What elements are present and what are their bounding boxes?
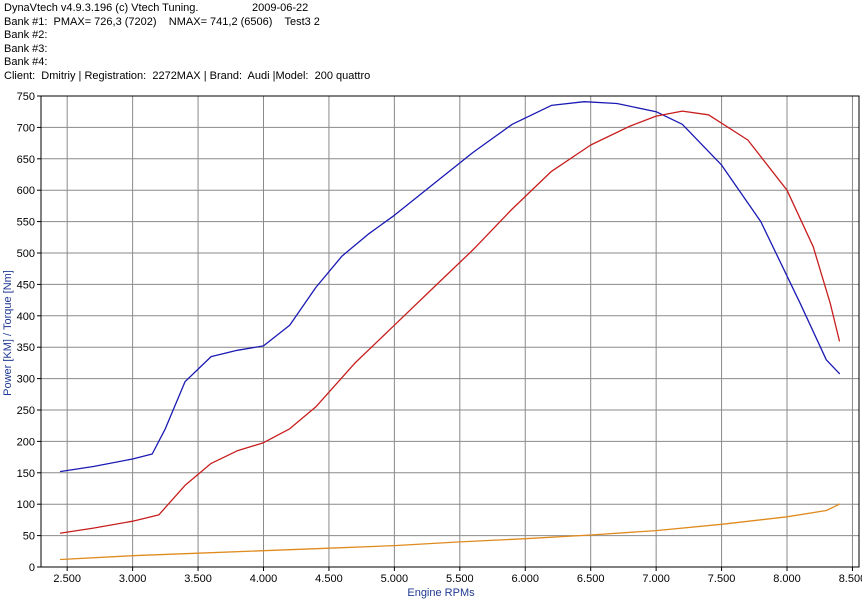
power-line [59, 110, 841, 534]
x-tick-label: 6.000 [511, 573, 539, 585]
client-info: Client: Dmitriy | Registration: 2272MAX … [4, 69, 371, 82]
grid-lines [41, 95, 859, 568]
test-date: 2009-06-22 [252, 2, 309, 14]
loss-line [59, 503, 841, 561]
y-tick-label: 750 [17, 91, 35, 103]
y-tick-label: 300 [17, 374, 35, 386]
y-tick-label: 400 [17, 311, 35, 323]
plot-frame [37, 95, 860, 571]
y-tick-label: 0 [29, 562, 35, 574]
y-tick-label: 250 [17, 405, 35, 417]
series-lines [59, 101, 841, 561]
x-axis-title: Engine RPMs [407, 587, 475, 599]
y-tick-label: 450 [17, 279, 35, 291]
y-tick-label: 100 [17, 499, 35, 511]
plot-area [41, 96, 859, 567]
y-tick-labels: 0 50 100 150 200 250 300 350 400 450 500 550 600 650 7… [17, 91, 35, 574]
y-tick-label: 550 [17, 217, 35, 229]
bank4-info: Bank #4: [4, 56, 48, 68]
y-tick-label: 50 [23, 531, 35, 543]
bank2-info: Bank #2: [4, 29, 48, 41]
x-tick-label: 8.500 [839, 573, 862, 585]
y-tick-label: 650 [17, 154, 35, 166]
y-tick-label: 200 [17, 436, 35, 448]
x-tick-label: 4.500 [315, 573, 343, 585]
x-tick-label: 5.000 [381, 573, 409, 585]
y-tick-label: 600 [17, 185, 35, 197]
x-tick-label: 2.500 [53, 573, 81, 585]
y-tick-label: 500 [17, 248, 35, 260]
x-tick-labels: 2.500 3.000 3.500 4.000 4.500 5.000 5.500 6.000… [53, 573, 862, 585]
header-info: DynaVtech v4.9.3.196 (c) Vtech Tuning. B… [4, 2, 370, 83]
x-tick-label: 8.000 [773, 573, 801, 585]
x-tick-label: 7.000 [642, 573, 670, 585]
plot-border [40, 95, 860, 568]
x-tick-label: 5.500 [446, 573, 474, 585]
bank3-info: Bank #3: [4, 42, 48, 55]
bank1-info: Bank #1: PMAX= 726,3 (7202) NMAX= 741,2 … [4, 15, 320, 28]
x-tick-label: 7.500 [708, 573, 736, 585]
y-tick-label: 150 [17, 468, 35, 480]
x-tick-label: 4.000 [250, 573, 278, 585]
torque-line [59, 101, 841, 473]
x-tick-label: 6.500 [577, 573, 605, 585]
y-axis-title: Power [KM] / Torque [Nm] [2, 270, 14, 396]
y-tick-label: 350 [17, 342, 35, 354]
y-tick-label: 700 [17, 122, 35, 134]
x-tick-label: 3.500 [184, 573, 212, 585]
x-tick-label: 3.000 [119, 573, 147, 585]
app-title: DynaVtech v4.9.3.196 (c) Vtech Tuning. [4, 2, 199, 14]
